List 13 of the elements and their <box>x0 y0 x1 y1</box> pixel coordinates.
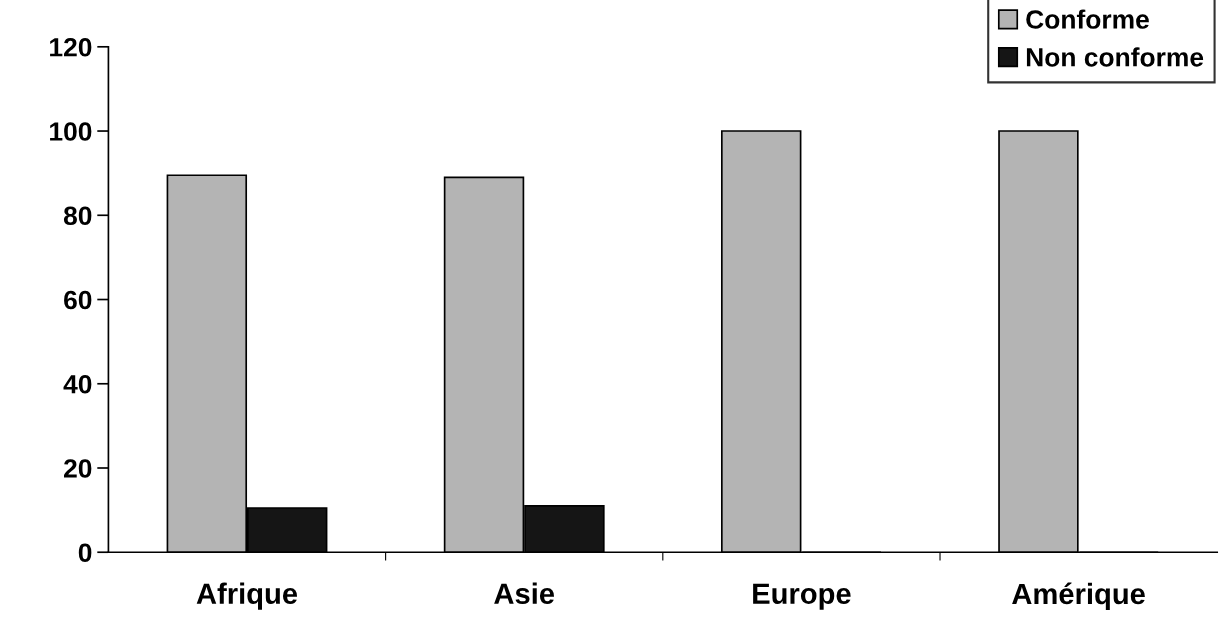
x-tick-label: Amérique <box>1012 582 1145 611</box>
y-tick-label: 20 <box>64 459 92 478</box>
x-tick-label: Afrique <box>196 582 298 610</box>
y-tick-label: 120 <box>50 37 92 57</box>
y-tick-label: 100 <box>50 122 92 141</box>
legend-label: Non conforme <box>1026 47 1204 67</box>
y-tick-label: 40 <box>63 374 92 394</box>
y-tick-label: 0 <box>78 543 92 563</box>
x-tick-label: Europe <box>753 583 851 610</box>
legend-label: Conforme <box>1026 9 1149 29</box>
y-tick-label: 80 <box>63 206 92 226</box>
x-tick-label: Asie <box>494 582 555 604</box>
y-tick-label: 60 <box>64 290 92 310</box>
